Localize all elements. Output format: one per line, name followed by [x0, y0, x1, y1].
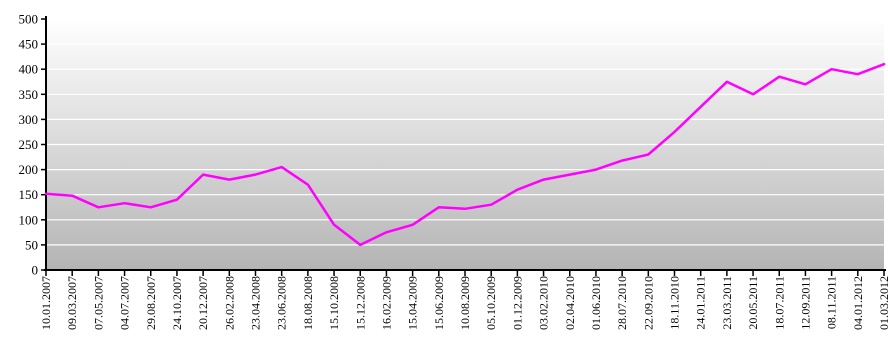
y-tick-label: 500: [19, 12, 39, 27]
x-tick-label: 15.06.2009: [432, 276, 446, 330]
x-tick-label: 10.08.2009: [458, 276, 472, 330]
y-tick-label: 350: [19, 87, 39, 102]
x-tick-label: 26.02.2008: [222, 276, 236, 330]
x-tick-label: 18.07.2011: [772, 276, 786, 330]
x-tick-label: 01.06.2010: [589, 276, 603, 330]
x-tick-label: 04.07.2007: [118, 276, 132, 330]
x-tick-label: 23.03.2011: [720, 276, 734, 330]
x-tick-label: 15.10.2008: [327, 276, 341, 330]
y-tick-label: 0: [32, 263, 39, 278]
x-tick-label: 07.05.2007: [91, 276, 105, 330]
x-tick-label: 23.04.2008: [249, 276, 263, 330]
x-tick-label: 24.01.2011: [694, 276, 708, 330]
x-tick-label: 28.07.2010: [615, 276, 629, 330]
y-tick-label: 50: [25, 237, 38, 252]
y-axis-ticks: 0 50 100 150 200 250 300 350 400 450 500: [19, 12, 46, 278]
series-group: [44, 62, 886, 247]
x-tick-label: 18.11.2010: [668, 276, 682, 330]
x-tick-label: 08.11.2011: [825, 276, 839, 329]
x-axis-ticks: 10.01.2007 09.03.2007 07.05.2007 04.07.2007…: [39, 270, 888, 330]
x-tick-label: 22.09.2010: [641, 276, 655, 330]
x-tick-label: 01.03.2012: [877, 276, 888, 330]
x-tick-label: 20.05.2011: [746, 276, 760, 330]
x-tick-label: 15.12.2008: [353, 276, 367, 330]
x-tick-label: 10.01.2007: [39, 276, 53, 330]
x-tick-label: 18.08.2008: [301, 276, 315, 330]
x-tick-label: 16.02.2009: [379, 276, 393, 330]
x-tick-label: 01.12.2009: [510, 276, 524, 330]
y-tick-label: 150: [19, 187, 39, 202]
x-tick-label: 02.04.2010: [563, 276, 577, 330]
y-tick-label: 200: [19, 162, 39, 177]
x-tick-label: 23.06.2008: [275, 276, 289, 330]
x-tick-label: 15.04.2009: [406, 276, 420, 330]
x-tick-label: 03.02.2010: [537, 276, 551, 330]
y-tick-label: 100: [19, 212, 39, 227]
y-tick-label: 300: [19, 112, 39, 127]
y-tick-label: 250: [19, 137, 39, 152]
y-tick-label: 400: [19, 62, 39, 77]
gridlines: [46, 18, 884, 246]
x-tick-label: 29.08.2007: [144, 276, 158, 330]
x-tick-label: 24.10.2007: [170, 276, 184, 330]
series-line: [44, 62, 886, 247]
x-tick-label: 05.10.2009: [484, 276, 498, 330]
x-tick-label: 20.12.2007: [196, 276, 210, 330]
x-tick-label: 12.09.2011: [798, 276, 812, 330]
x-tick-label: 09.03.2007: [65, 276, 79, 330]
y-tick-label: 450: [19, 37, 39, 52]
x-tick-label: 04.01.2012: [851, 276, 865, 330]
